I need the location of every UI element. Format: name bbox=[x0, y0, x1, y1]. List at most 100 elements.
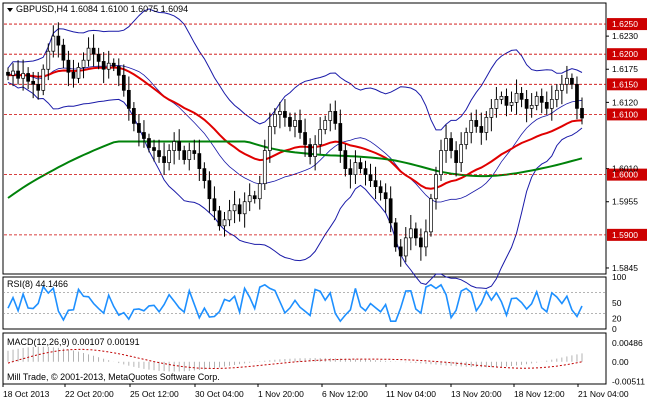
candle-body bbox=[172, 141, 177, 151]
candle-body bbox=[197, 153, 202, 169]
macd-tick-label: -0.00511 bbox=[612, 376, 645, 386]
candle-body bbox=[101, 61, 106, 70]
candle-body bbox=[21, 73, 25, 79]
rsi-panel-frame bbox=[2, 276, 607, 330]
macd-title-text: MACD(12,26,9) 0.00107 0.00191 bbox=[7, 337, 140, 347]
candle-body bbox=[449, 138, 453, 151]
candle-body bbox=[348, 168, 353, 175]
candle-body bbox=[368, 174, 373, 182]
time-tick-label: 30 Oct 04:00 bbox=[195, 389, 244, 399]
candle-body bbox=[343, 150, 348, 169]
candle-body bbox=[293, 120, 297, 127]
candle-body bbox=[499, 95, 504, 100]
candle-body bbox=[298, 120, 302, 133]
candle-body bbox=[126, 89, 131, 109]
price-levels bbox=[4, 23, 606, 236]
candle-body bbox=[257, 183, 262, 200]
level-label-text: 1.6250 bbox=[612, 19, 638, 29]
candle-body bbox=[539, 95, 544, 103]
candle-body bbox=[288, 117, 292, 127]
candle-body bbox=[549, 99, 554, 109]
bollinger-lower-line bbox=[7, 82, 583, 290]
macd-signal-line bbox=[7, 348, 583, 370]
candle-body bbox=[474, 120, 479, 127]
candle-body bbox=[61, 44, 66, 61]
candle-body bbox=[237, 204, 242, 215]
candle-body bbox=[424, 231, 428, 248]
candle-body bbox=[262, 150, 267, 185]
copyright-text: Mill Trade, © 2001-2013, MetaQuotes Soft… bbox=[7, 372, 220, 382]
level-label-box bbox=[607, 108, 647, 121]
candle-body bbox=[504, 95, 509, 106]
candle-body bbox=[11, 70, 15, 76]
rsi-tick-label: 20 bbox=[612, 314, 622, 324]
candle-body bbox=[479, 126, 484, 133]
candle-body bbox=[217, 210, 222, 227]
candle-body bbox=[192, 150, 197, 154]
macd-panel-frame bbox=[2, 332, 607, 385]
level-label-box bbox=[607, 48, 647, 61]
candle-body bbox=[333, 111, 338, 124]
candle-body bbox=[353, 162, 358, 175]
level-label-box bbox=[607, 18, 647, 31]
candle-body bbox=[403, 237, 408, 257]
candle-body bbox=[46, 50, 51, 70]
candle-body bbox=[509, 102, 514, 106]
candle-body bbox=[323, 120, 328, 130]
main-title-text: GBPUSD,H4 1.6084 1.6100 1.6075 1.6094 bbox=[16, 4, 188, 14]
candle-body bbox=[565, 77, 569, 85]
candle-body bbox=[429, 198, 433, 233]
candle-body bbox=[544, 102, 549, 109]
candle-body bbox=[51, 35, 56, 52]
candle-body bbox=[252, 195, 257, 200]
candle-body bbox=[56, 35, 61, 46]
candle-body bbox=[283, 111, 287, 118]
bollinger-upper-line bbox=[7, 8, 583, 131]
time-tick-label: 11 Nov 04:00 bbox=[386, 389, 436, 399]
time-tick-label: 18 Nov 12:00 bbox=[514, 389, 565, 399]
price-tick-label: 1.5955 bbox=[612, 197, 638, 207]
dropdown-triangle-icon bbox=[7, 8, 13, 12]
candle-body bbox=[529, 105, 534, 109]
level-label-box bbox=[607, 78, 647, 91]
price-axis bbox=[606, 18, 647, 269]
candle-body bbox=[182, 150, 187, 160]
price-tick-label: 1.5845 bbox=[612, 263, 638, 273]
candle-body bbox=[212, 198, 217, 212]
main-title bbox=[7, 8, 13, 12]
candle-body bbox=[484, 117, 489, 133]
candle-body bbox=[6, 71, 10, 76]
time-tick-label: 13 Nov 20:00 bbox=[451, 389, 502, 399]
candle-body bbox=[96, 53, 101, 62]
time-axis bbox=[2, 384, 579, 387]
candle-body bbox=[106, 62, 111, 70]
candle-body bbox=[31, 80, 36, 85]
candle-body bbox=[378, 186, 383, 194]
candle-body bbox=[363, 168, 368, 175]
level-label bbox=[607, 18, 647, 31]
macd-panel bbox=[7, 346, 583, 372]
time-tick-label: 25 Oct 12:00 bbox=[130, 389, 179, 399]
candle-body bbox=[66, 59, 71, 73]
candle-body bbox=[524, 99, 529, 109]
price-tick-label: 1.6230 bbox=[612, 31, 638, 41]
time-tick-label: 6 Nov 12:00 bbox=[322, 389, 368, 399]
candle-body bbox=[303, 132, 307, 145]
candle-body bbox=[177, 141, 182, 151]
candle-body bbox=[36, 83, 41, 91]
candle-body bbox=[267, 126, 272, 151]
candle-body bbox=[439, 150, 443, 175]
candle-body bbox=[514, 92, 519, 103]
price-tick-label: 1.6175 bbox=[612, 64, 638, 74]
price-tick-label: 1.6120 bbox=[612, 97, 638, 107]
candle-body bbox=[91, 47, 96, 55]
level-label-text: 1.6200 bbox=[612, 49, 638, 59]
rsi-tick-label: 100 bbox=[612, 272, 626, 282]
candle-body bbox=[26, 73, 30, 82]
candle-body bbox=[71, 71, 76, 79]
moving-average-green bbox=[7, 140, 583, 199]
candle-body bbox=[16, 70, 20, 79]
candle-body bbox=[318, 129, 323, 145]
candle-body bbox=[81, 59, 86, 68]
candle-body bbox=[41, 68, 46, 91]
